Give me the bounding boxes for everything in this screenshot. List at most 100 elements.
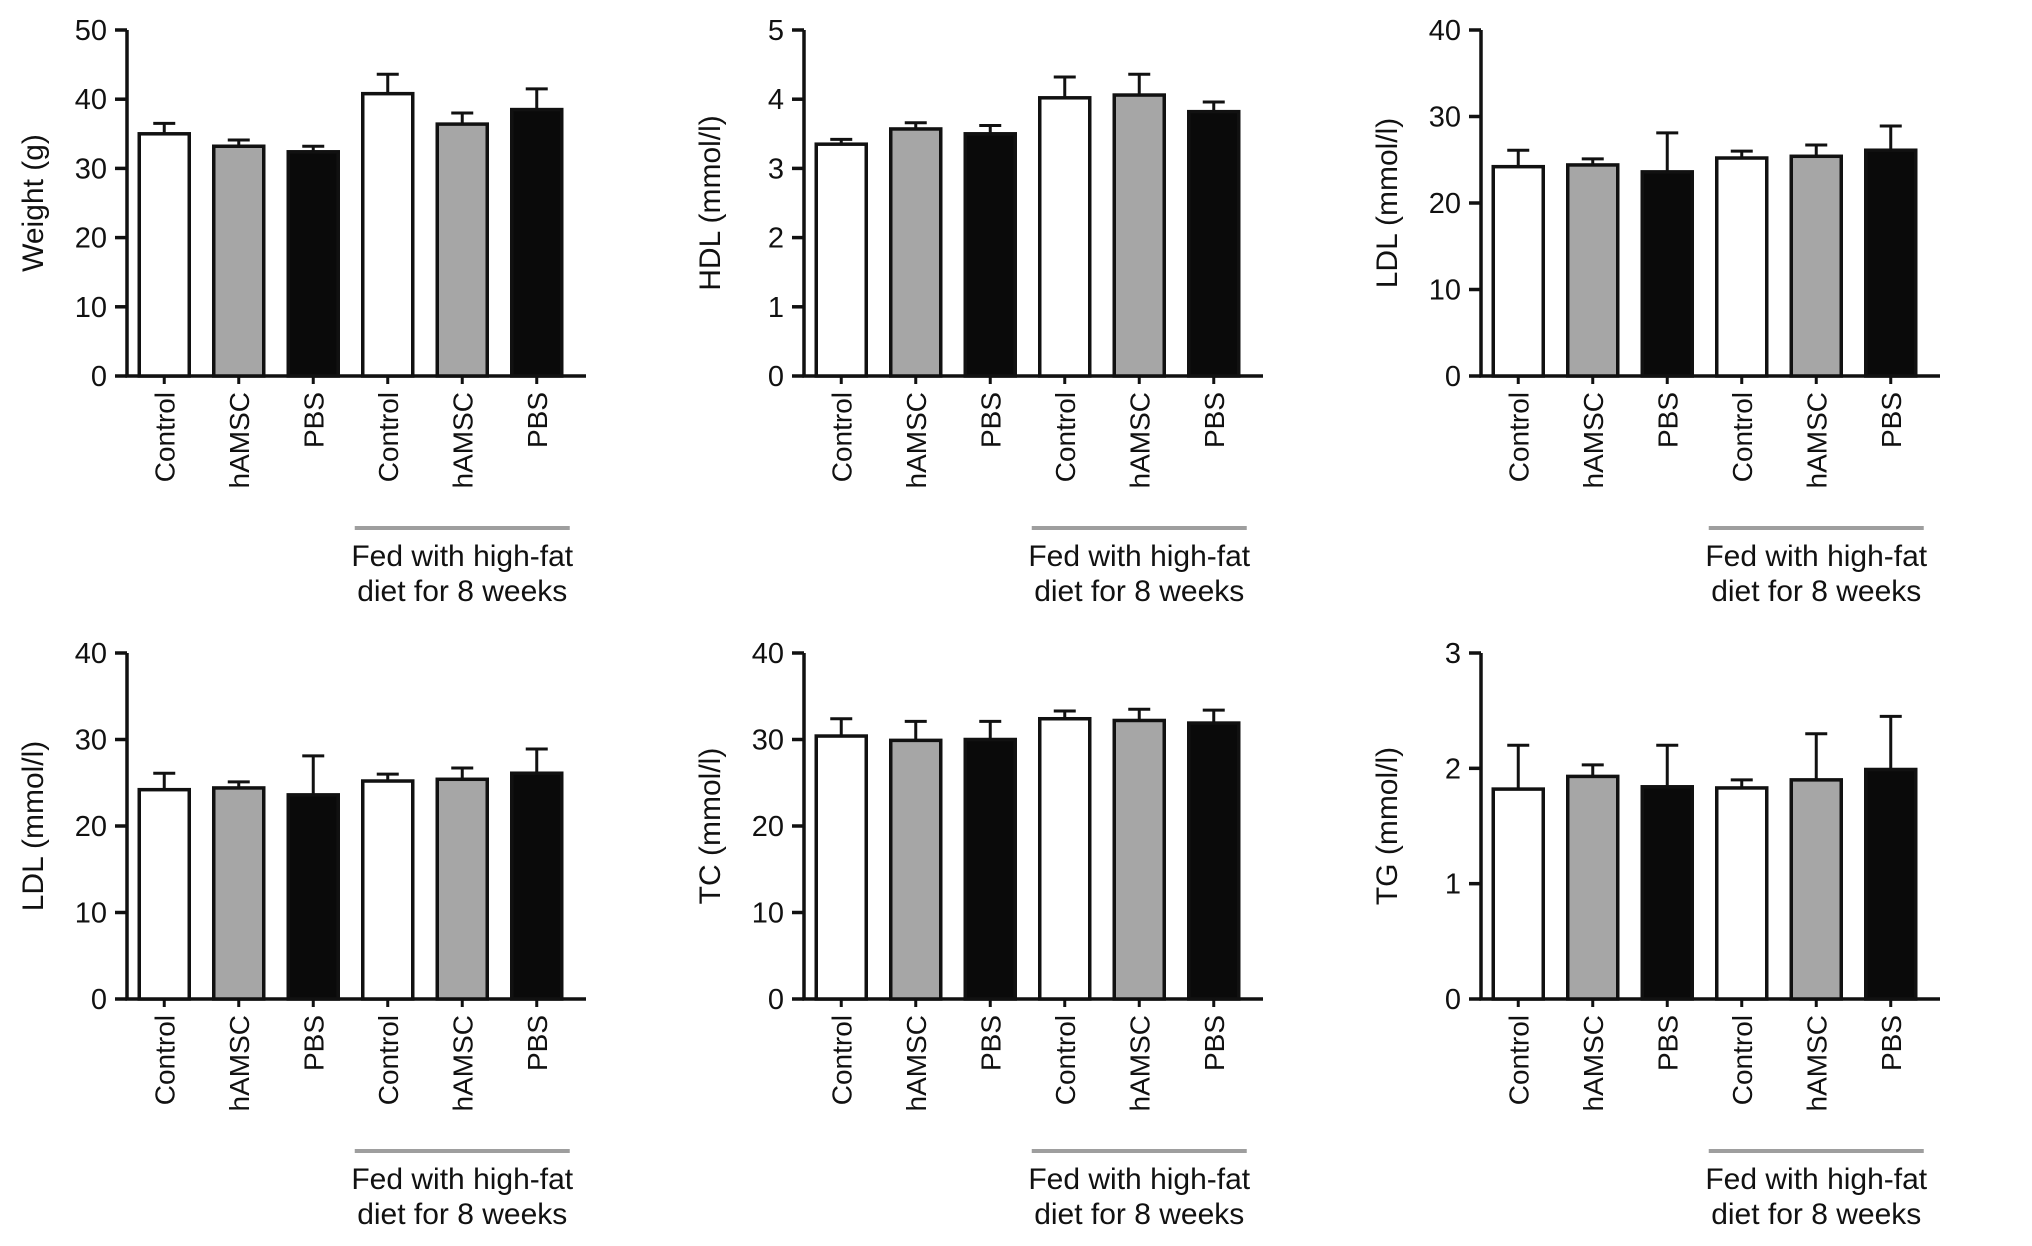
x-category-label: Control bbox=[1504, 1015, 1535, 1105]
group-label-line: Fed with high-fat bbox=[1028, 540, 1250, 573]
x-category-label: Control bbox=[1050, 1015, 1081, 1105]
y-tick-label: 20 bbox=[752, 811, 784, 843]
y-axis-label: TC (mmol/l) bbox=[694, 747, 727, 904]
x-category-label: hAMSC bbox=[1802, 392, 1833, 488]
y-tick-label: 40 bbox=[74, 84, 106, 116]
bar bbox=[211, 785, 266, 1001]
bar bbox=[963, 737, 1017, 1001]
x-category-label: Control bbox=[1727, 392, 1758, 482]
bar bbox=[286, 149, 340, 378]
y-tick-label: 10 bbox=[74, 897, 106, 929]
y-tick-label: 5 bbox=[768, 15, 784, 47]
x-category-label: PBS bbox=[298, 1015, 329, 1071]
chart-panel-0: 0 10 20 30 40 50 Weight (g) Control hAMSC PBS Cont… bbox=[9, 8, 669, 616]
y-tick-label: 30 bbox=[74, 724, 106, 756]
x-category-label: Control bbox=[149, 1015, 180, 1105]
y-tick-label: 0 bbox=[768, 984, 784, 1016]
bar bbox=[1566, 774, 1620, 1001]
chart-panel-4: 0 10 20 30 40 TC (mmol/l) Control hAMSC PBS Contr… bbox=[686, 631, 1346, 1239]
x-category-label: PBS bbox=[1653, 1015, 1684, 1071]
x-category-label: hAMSC bbox=[901, 392, 932, 488]
bar bbox=[1640, 169, 1695, 378]
y-tick-label: 40 bbox=[74, 638, 106, 670]
bar bbox=[888, 738, 943, 1001]
x-category-label: Control bbox=[1727, 1015, 1758, 1105]
group-label-line: Fed with high-fat bbox=[1706, 540, 1928, 573]
group-label-line: diet for 8 weeks bbox=[1034, 575, 1244, 608]
group-label-line: diet for 8 weeks bbox=[1034, 1198, 1244, 1231]
bar bbox=[1186, 109, 1241, 378]
bar bbox=[1566, 162, 1620, 378]
y-tick-label: 10 bbox=[74, 291, 106, 323]
chart-panel-3: 0 10 20 30 40 LDL (mmol/l) Control hAMSC PBS Cont… bbox=[9, 631, 669, 1239]
bar bbox=[360, 91, 415, 378]
x-category-label: hAMSC bbox=[1802, 1015, 1833, 1111]
y-tick-label: 30 bbox=[74, 153, 106, 185]
bar bbox=[1491, 786, 1546, 1001]
x-category-label: Control bbox=[149, 392, 180, 482]
y-tick-label: 10 bbox=[752, 897, 784, 929]
group-label-line: Fed with high-fat bbox=[351, 540, 573, 573]
bar-chart: 0 10 20 30 40 LDL (mmol/l) Control hAMSC PBS Cont… bbox=[1371, 15, 1941, 608]
group-label-line: diet for 8 weeks bbox=[1712, 575, 1922, 608]
x-category-label: hAMSC bbox=[1578, 1015, 1609, 1111]
group-label-line: diet for 8 weeks bbox=[1712, 1198, 1922, 1231]
chart-panel-5: 0 1 2 3 TG (mmol/l) Control hAMSC PBS Control hAM… bbox=[1363, 631, 2023, 1239]
y-tick-label: 0 bbox=[1445, 984, 1461, 1016]
x-category-label: Control bbox=[1504, 392, 1535, 482]
bar bbox=[509, 770, 564, 1001]
y-tick-label: 0 bbox=[91, 361, 107, 393]
bar bbox=[509, 107, 564, 378]
bar bbox=[1037, 95, 1092, 378]
group-label-line: diet for 8 weeks bbox=[357, 575, 567, 608]
bar bbox=[435, 777, 489, 1001]
x-category-label: Control bbox=[826, 1015, 857, 1105]
group-label-line: Fed with high-fat bbox=[1706, 1163, 1928, 1196]
y-tick-label: 30 bbox=[1429, 101, 1461, 133]
bar bbox=[1789, 777, 1844, 1001]
bar bbox=[888, 126, 943, 378]
x-category-label: PBS bbox=[521, 392, 552, 448]
group-label-line: Fed with high-fat bbox=[1028, 1163, 1250, 1196]
y-tick-label: 1 bbox=[768, 291, 784, 323]
y-tick-label: 2 bbox=[768, 222, 784, 254]
y-axis-label: Weight (g) bbox=[17, 134, 50, 272]
bar bbox=[137, 131, 191, 378]
x-category-label: Control bbox=[1050, 392, 1081, 482]
x-category-label: hAMSC bbox=[901, 1015, 932, 1111]
bar bbox=[1640, 784, 1695, 1001]
bar bbox=[1864, 767, 1918, 1001]
bar-chart: 0 10 20 30 40 50 Weight (g) Control hAMSC PBS Cont… bbox=[17, 15, 586, 608]
y-tick-label: 20 bbox=[74, 811, 106, 843]
bar bbox=[1789, 154, 1844, 378]
x-category-label: PBS bbox=[1876, 392, 1907, 448]
x-category-label: hAMSC bbox=[1124, 1015, 1155, 1111]
bar bbox=[211, 144, 266, 378]
bar-chart: 0 1 2 3 4 5 HDL (mmol/l) Control hAMSC PBS Control… bbox=[694, 15, 1263, 608]
x-category-label: hAMSC bbox=[223, 392, 254, 488]
y-tick-label: 40 bbox=[1429, 15, 1461, 47]
x-category-label: hAMSC bbox=[447, 1015, 478, 1111]
bar bbox=[814, 141, 868, 378]
y-tick-label: 30 bbox=[752, 724, 784, 756]
chart-panel-1: 0 1 2 3 4 5 HDL (mmol/l) Control hAMSC PBS Control… bbox=[686, 8, 1346, 616]
x-category-label: PBS bbox=[1653, 392, 1684, 448]
x-category-label: hAMSC bbox=[223, 1015, 254, 1111]
x-category-label: PBS bbox=[975, 1015, 1006, 1071]
y-axis-label: LDL (mmol/l) bbox=[1371, 117, 1404, 288]
group-label-line: Fed with high-fat bbox=[351, 1163, 573, 1196]
y-tick-label: 0 bbox=[768, 361, 784, 393]
y-tick-label: 4 bbox=[768, 84, 784, 116]
x-category-label: Control bbox=[372, 1015, 403, 1105]
bar-chart: 0 10 20 30 40 LDL (mmol/l) Control hAMSC PBS Cont… bbox=[17, 638, 586, 1231]
bar bbox=[1112, 92, 1166, 378]
x-category-label: PBS bbox=[975, 392, 1006, 448]
bar bbox=[1186, 720, 1241, 1001]
y-axis-label: TG (mmol/l) bbox=[1371, 746, 1404, 904]
y-tick-label: 40 bbox=[752, 638, 784, 670]
y-tick-label: 0 bbox=[91, 984, 107, 1016]
x-category-label: PBS bbox=[1199, 392, 1230, 448]
x-category-label: Control bbox=[826, 392, 857, 482]
group-label-line: diet for 8 weeks bbox=[357, 1198, 567, 1231]
